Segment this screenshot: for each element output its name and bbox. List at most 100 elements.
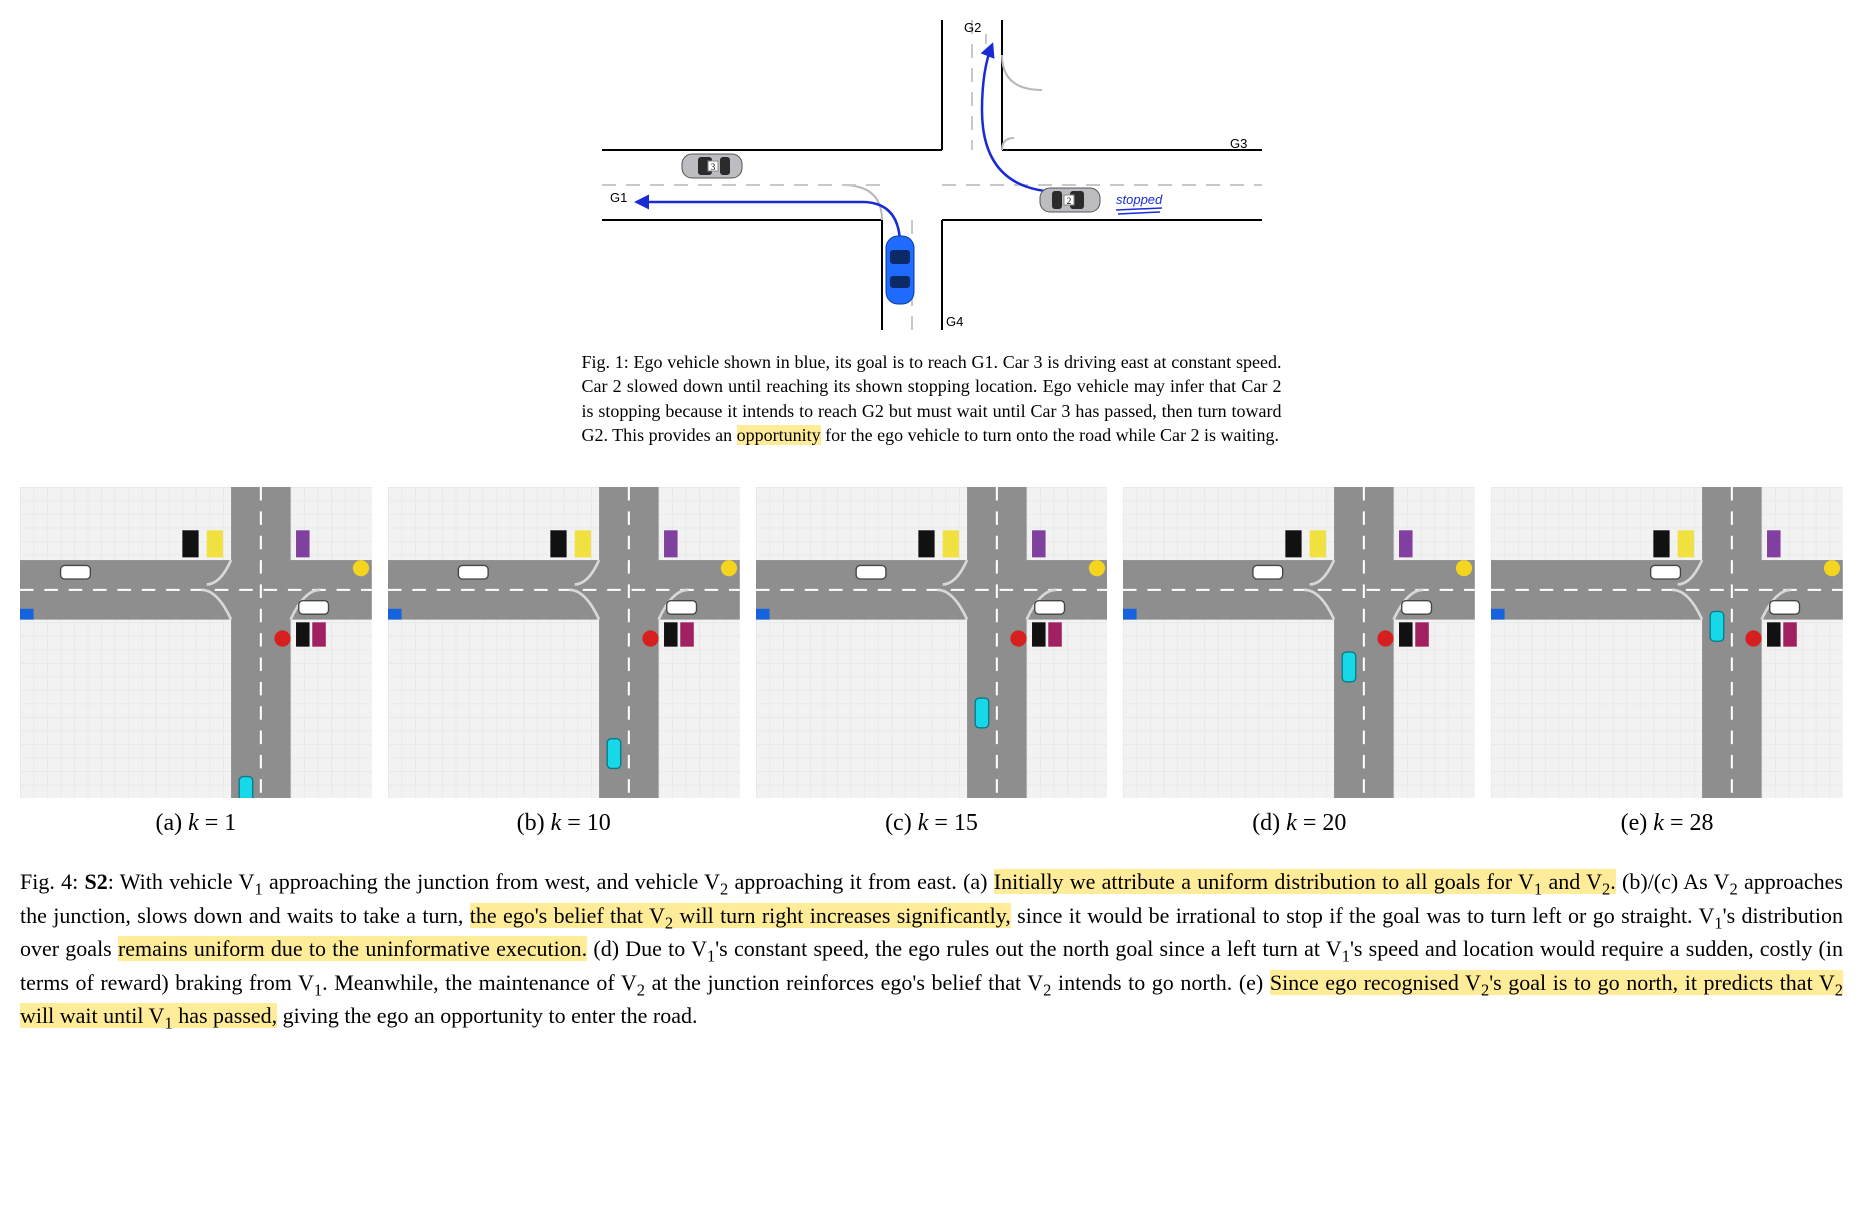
building-black: [918, 530, 934, 557]
panel-label: (a) k = 1: [155, 810, 236, 837]
goal-marker-red: [274, 631, 290, 647]
fig4-hl2: the ego's belief that V2 will turn right…: [470, 903, 1011, 928]
fig1-caption: Fig. 1: Ego vehicle shown in blue, its g…: [582, 350, 1282, 447]
fig1-diagram: 3 2 G1 G2 G3 G4 stopped: [582, 20, 1282, 340]
goal-marker-blue: [388, 609, 402, 620]
goal-marker-yellow: [1088, 560, 1104, 576]
building-black-2: [664, 622, 678, 646]
building-magenta: [1416, 622, 1430, 646]
building-magenta: [312, 622, 326, 646]
figure-4-panels: (a) k = 1: [20, 487, 1843, 837]
building-yellow: [575, 530, 591, 557]
fig4-seg3: approaching it from east. (a): [728, 869, 994, 894]
fig4-seg2: approaching the junction from west, and …: [263, 869, 720, 894]
svg-text:2: 2: [1066, 196, 1071, 206]
goal-g1-label: G1: [610, 190, 627, 205]
building-black-2: [1767, 622, 1781, 646]
fig4-seg1: : With vehicle V: [108, 869, 255, 894]
car-v2: [299, 601, 329, 615]
building-yellow: [942, 530, 958, 557]
goal-marker-red: [1746, 631, 1762, 647]
goal-marker-yellow: [1824, 560, 1840, 576]
fig4-seg13: intends to go north. (e): [1051, 970, 1269, 995]
fig4-panel-e: [1491, 487, 1843, 798]
fig4-caption: Fig. 4: S2: With vehicle V1 approaching …: [20, 867, 1843, 1034]
building-black: [1654, 530, 1670, 557]
goal-marker-red: [1378, 631, 1394, 647]
fig4-panel-d: [1123, 487, 1475, 798]
car-3: 3: [682, 154, 742, 178]
car-v2: [1770, 601, 1800, 615]
fig4-panel-b: [388, 487, 740, 798]
stopped-label: stopped: [1116, 192, 1163, 207]
building-black-2: [296, 622, 310, 646]
fig4-seg6: since it would be irrational to stop if …: [1011, 903, 1715, 928]
fig4-prefix: Fig. 4:: [20, 869, 85, 894]
goal-marker-blue: [20, 609, 34, 620]
fig4-seg11: . Meanwhile, the maintenance of V: [322, 970, 637, 995]
fig4-seg12: at the junction reinforces ego's belief …: [645, 970, 1043, 995]
fig4-seg8: (d) Due to V: [587, 936, 707, 961]
car-v1: [61, 566, 91, 580]
ego-car: [239, 777, 253, 799]
building-black-2: [1032, 622, 1046, 646]
building-magenta: [680, 622, 694, 646]
building-purple: [1032, 530, 1046, 557]
building-black: [1286, 530, 1302, 557]
svg-text:3: 3: [710, 162, 715, 172]
fig4-hl3: remains uniform due to the uninformative…: [118, 936, 587, 961]
building-yellow: [1678, 530, 1694, 557]
car-v2: [1402, 601, 1432, 615]
goal-marker-yellow: [1456, 560, 1472, 576]
car-v1: [458, 566, 488, 580]
fig4-hl1: Initially we attribute a uniform distrib…: [994, 869, 1616, 894]
fig4-panel-wrapper: (c) k = 15: [756, 487, 1108, 837]
car-2: 2: [1040, 188, 1100, 212]
building-black: [182, 530, 198, 557]
panel-label: (e) k = 28: [1621, 810, 1714, 837]
car-v1: [1651, 566, 1681, 580]
goal-g3-label: G3: [1230, 136, 1247, 151]
goal-marker-blue: [756, 609, 770, 620]
goal-marker-blue: [1491, 609, 1505, 620]
fig1-caption-text-b: for the ego vehicle to turn onto the roa…: [821, 425, 1279, 445]
goal-marker-blue: [1123, 609, 1137, 620]
fig4-seg9: 's constant speed, the ego rules out the…: [715, 936, 1341, 961]
goal-marker-yellow: [353, 560, 369, 576]
fig4-seg4: (b)/(c) As V: [1616, 869, 1730, 894]
fig4-panel-c: [756, 487, 1108, 798]
figure-1: 3 2 G1 G2 G3 G4 stopped: [582, 20, 1282, 447]
ego-car: [607, 739, 621, 769]
fig4-panel-wrapper: (e) k = 28: [1491, 487, 1843, 837]
building-magenta: [1783, 622, 1797, 646]
ego-car: [886, 236, 914, 304]
goal-marker-yellow: [721, 560, 737, 576]
building-magenta: [1048, 622, 1062, 646]
panel-label: (c) k = 15: [885, 810, 978, 837]
car-v2: [667, 601, 697, 615]
fig4-seg14: giving the ego an opportunity to enter t…: [277, 1003, 697, 1028]
goal-marker-red: [1010, 631, 1026, 647]
panel-label: (b) k = 10: [517, 810, 611, 837]
building-purple: [1767, 530, 1781, 557]
goal-marker-red: [642, 631, 658, 647]
car-v1: [1253, 566, 1283, 580]
building-purple: [664, 530, 678, 557]
building-yellow: [207, 530, 223, 557]
fig1-caption-prefix: Fig. 1:: [582, 352, 634, 372]
building-yellow: [1310, 530, 1326, 557]
car-v1: [856, 566, 886, 580]
building-purple: [296, 530, 310, 557]
goal-g4-label: G4: [946, 314, 963, 329]
fig1-caption-highlight: opportunity: [737, 425, 821, 445]
fig4-panel-a: [20, 487, 372, 798]
building-purple: [1399, 530, 1413, 557]
building-black-2: [1399, 622, 1413, 646]
ego-car: [1343, 652, 1357, 682]
fig4-panel-wrapper: (d) k = 20: [1123, 487, 1475, 837]
building-black: [550, 530, 566, 557]
ego-car: [1710, 612, 1724, 642]
car-v2: [1034, 601, 1064, 615]
fig4-panel-wrapper: (b) k = 10: [388, 487, 740, 837]
fig4-bold: S2: [85, 869, 108, 894]
